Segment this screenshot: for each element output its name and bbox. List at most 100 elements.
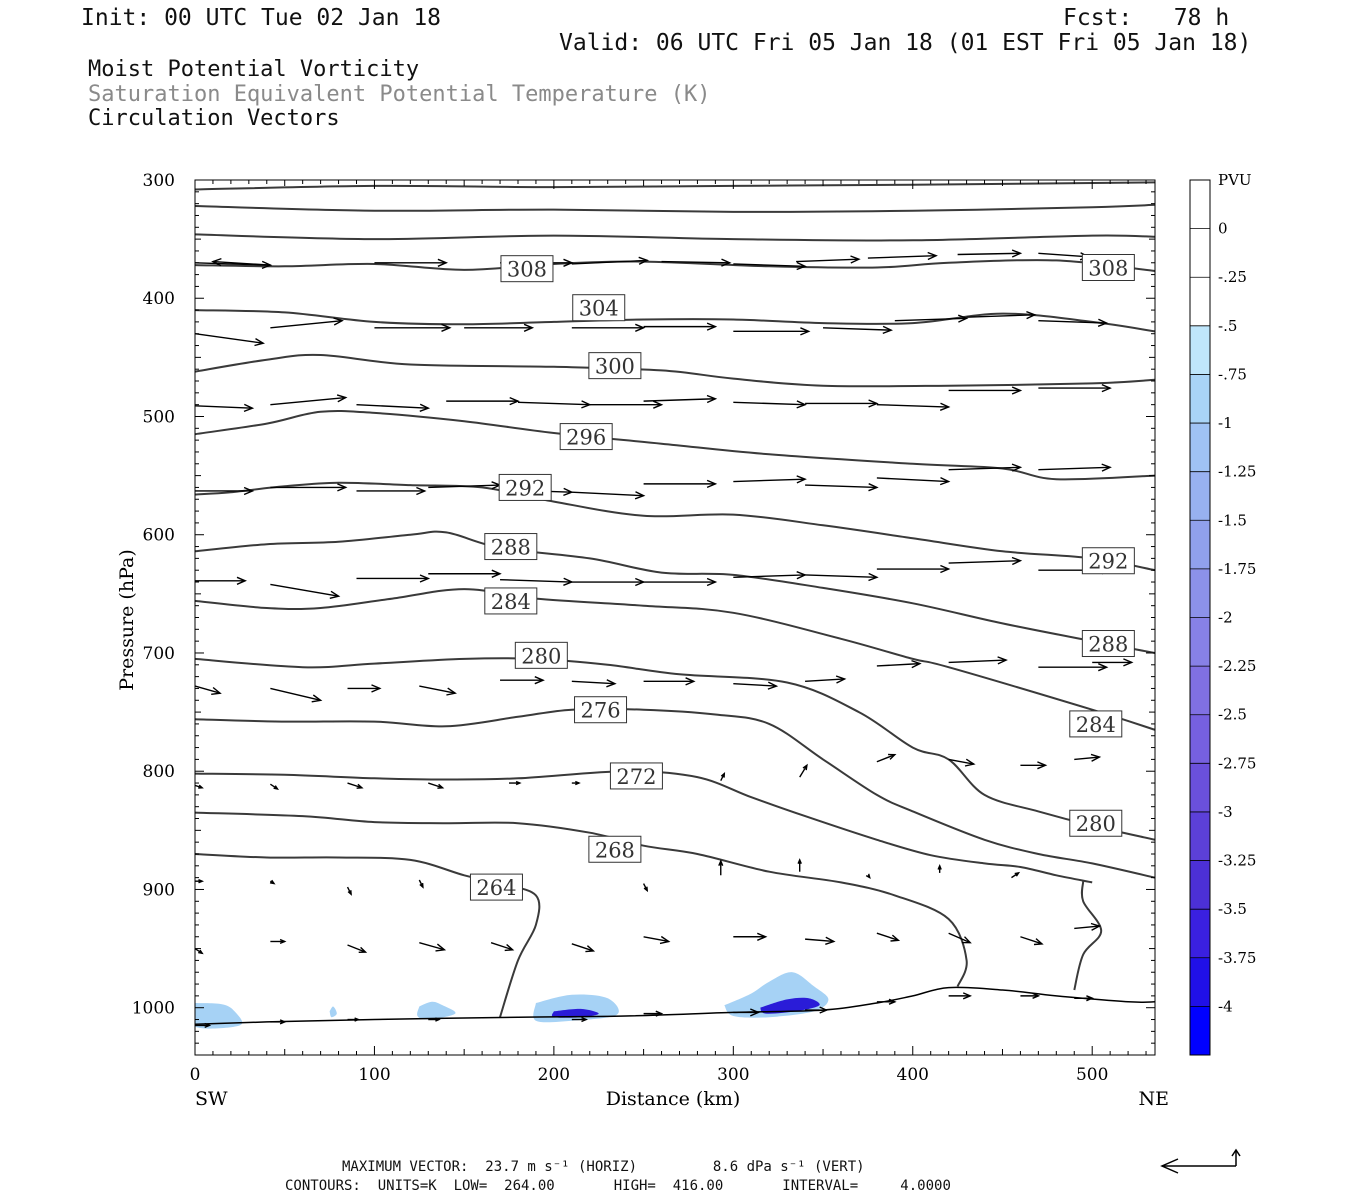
y-tick-label: 900 xyxy=(143,880,175,900)
circulation-vector xyxy=(1038,463,1112,472)
colorbar-tick-label: -2 xyxy=(1218,609,1233,627)
circulation-vector xyxy=(799,763,808,778)
contour-label: 304 xyxy=(579,297,619,321)
theta-e-contour xyxy=(195,588,1155,731)
y-tick-label: 400 xyxy=(143,289,175,309)
field-title-vectors: Circulation Vectors xyxy=(88,106,340,131)
x-tick-label: 500 xyxy=(1076,1065,1108,1085)
y-tick-label: 600 xyxy=(143,526,175,546)
circulation-vector xyxy=(211,257,271,267)
colorbar: 0 -.25 -.5 -.75 -1 -1.25 -1.5 -1.75 -2 -2.25 -2.5 -… xyxy=(1189,179,1256,1056)
colorbar-swatch xyxy=(1190,714,1210,764)
contour-label-layer: 308 308 304 300 296 292 292 288 288 284 284 280 280 2… xyxy=(469,254,1135,901)
circulation-vector xyxy=(948,656,1008,665)
circulation-vector xyxy=(643,322,718,331)
circulation-vector xyxy=(937,863,942,873)
circulation-vector xyxy=(270,938,287,945)
y-axis-title: Pressure (hPa) xyxy=(116,549,138,691)
contour-label: 308 xyxy=(1088,257,1128,281)
circulation-vector xyxy=(270,317,344,329)
colorbar-swatch xyxy=(1190,423,1210,472)
circulation-vector xyxy=(733,932,768,941)
contour-label: 280 xyxy=(521,644,561,668)
circulation-vector xyxy=(805,399,879,408)
theta-e-contour xyxy=(195,259,1155,272)
circulation-vector xyxy=(733,261,807,271)
contour-label-box xyxy=(574,696,628,724)
circulation-vector xyxy=(1020,992,1041,999)
colorbar-unit-label: PVU xyxy=(1218,171,1252,189)
circulation-vector xyxy=(374,323,452,332)
circulation-vector xyxy=(195,784,204,789)
colorbar-swatch xyxy=(1190,860,1210,910)
colorbar-swatch xyxy=(1190,811,1210,861)
circulation-vector xyxy=(1038,318,1109,327)
circulation-vector xyxy=(1038,663,1109,672)
circulation-vector xyxy=(1020,761,1048,770)
contour-label-box xyxy=(1081,254,1135,281)
vector-layer xyxy=(195,249,1134,1029)
contour-label: 280 xyxy=(1076,812,1116,836)
theta-e-contour xyxy=(195,811,968,987)
contour-label: 292 xyxy=(1088,550,1128,574)
contour-label-box xyxy=(1081,547,1135,575)
circulation-vector xyxy=(347,1017,361,1022)
contour-label-box xyxy=(469,873,523,901)
circulation-vector xyxy=(270,394,348,406)
circulation-vector xyxy=(374,258,449,267)
circulation-vector xyxy=(500,676,545,685)
circulation-vector xyxy=(957,249,1023,258)
theta-e-contour xyxy=(195,203,1155,213)
colorbar-tick-label: -1.75 xyxy=(1218,560,1256,578)
terrain-layer xyxy=(195,986,1155,1026)
x-axis-title: Distance (km) xyxy=(606,1088,741,1110)
x-tick-label: 0 xyxy=(190,1065,201,1085)
contour-label: 268 xyxy=(595,838,635,862)
circulation-vector xyxy=(948,932,972,944)
contour-label-box xyxy=(609,762,663,790)
theta-e-contour xyxy=(195,481,1155,572)
contour-label-box xyxy=(1069,809,1123,837)
circulation-vector xyxy=(571,256,649,265)
circulation-vector xyxy=(571,323,646,332)
contour-label-box xyxy=(484,587,538,615)
circulation-vector xyxy=(571,1016,589,1023)
contour-info-note: CONTOURS: UNITS=K LOW= 264.00 HIGH= 416.… xyxy=(285,1178,951,1194)
contour-label: 276 xyxy=(580,699,620,723)
colorbar-tick-label: -1 xyxy=(1218,414,1233,432)
circulation-vector xyxy=(733,1008,761,1017)
colorbar-tick-label: -3.5 xyxy=(1218,900,1247,918)
circulation-vector xyxy=(661,258,732,267)
pv-minimum-core xyxy=(551,1008,599,1018)
x-tick-label: 300 xyxy=(717,1065,749,1085)
circulation-vector xyxy=(419,685,457,696)
plot-frame xyxy=(194,179,1156,1056)
colorbar-swatch xyxy=(1190,325,1210,375)
theta-e-contour xyxy=(195,770,1093,884)
circulation-vector xyxy=(718,859,724,876)
circulation-vector xyxy=(270,583,341,599)
x-axis-right-end: NE xyxy=(1139,1088,1170,1110)
circulation-vector xyxy=(346,886,352,896)
theta-e-contour xyxy=(195,530,1155,654)
circulation-vector xyxy=(876,753,897,763)
colorbar-tick-label: -4 xyxy=(1218,997,1233,1015)
circulation-vector xyxy=(797,858,802,872)
contour-label-box xyxy=(588,352,642,380)
circulation-vector xyxy=(195,947,204,955)
colorbar-swatch xyxy=(1190,957,1210,1007)
axis-layer: 300 400 500 600 700 800 900 1000 0 100 200 300 400 50… xyxy=(132,171,1155,1085)
circulation-vector xyxy=(571,491,646,500)
pv-shading-layer xyxy=(195,972,829,1029)
colorbar-swatch xyxy=(1190,666,1210,715)
circulation-vector xyxy=(269,783,279,791)
circulation-vector xyxy=(876,476,951,486)
circulation-vector xyxy=(876,932,901,942)
circulation-vector xyxy=(643,394,718,404)
circulation-vector xyxy=(876,564,951,574)
theta-e-contour xyxy=(195,353,1155,388)
circulation-vector xyxy=(517,400,592,409)
theta-e-contour xyxy=(195,707,1155,879)
circulation-vector xyxy=(1074,753,1102,762)
colorbar-tick-label: -2.75 xyxy=(1218,754,1256,772)
